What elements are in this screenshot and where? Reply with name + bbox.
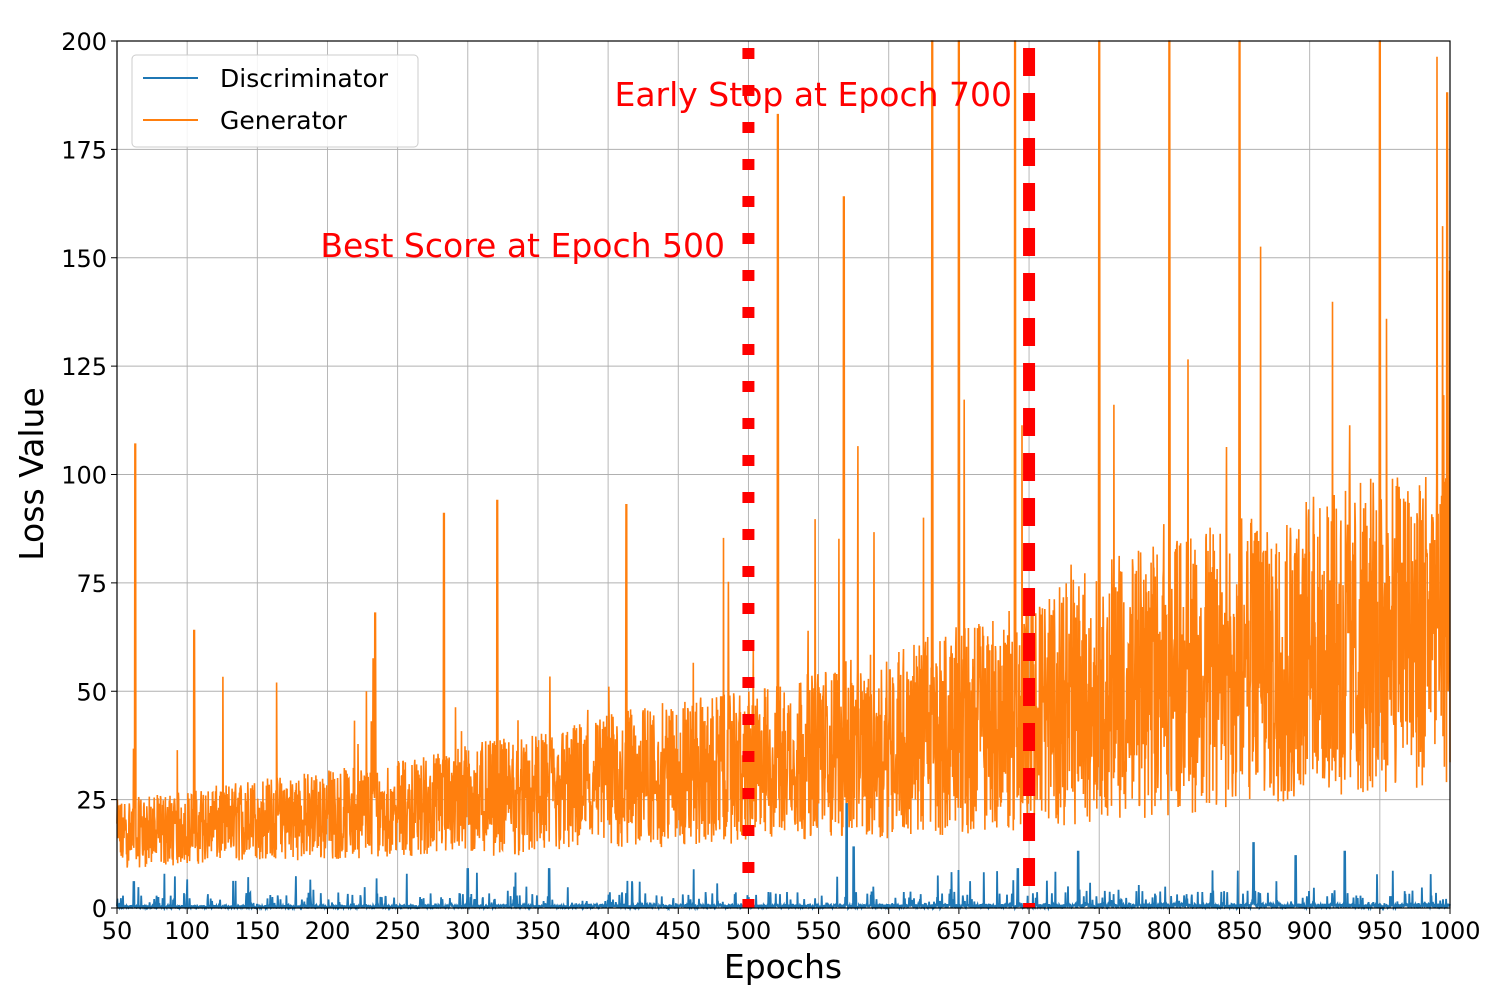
tick-layer: 50 100 150 200 250 300 350 400 450 500 550 600 650 70…: [61, 28, 1480, 945]
x-tick-label: 100: [164, 917, 210, 945]
x-tick-label: 200: [305, 917, 351, 945]
y-tick-label: 150: [61, 245, 107, 273]
x-tick-label: 400: [585, 917, 631, 945]
series-layer: [116, 40, 1451, 912]
x-tick-label: 50: [102, 917, 133, 945]
y-tick-label: 75: [76, 570, 107, 598]
x-tick-label: 250: [375, 917, 421, 945]
x-tick-label: 600: [866, 917, 912, 945]
y-tick-label: 50: [76, 678, 107, 706]
y-axis-title: Loss Value: [12, 387, 51, 561]
discriminator-series-line: [116, 803, 1451, 912]
x-tick-label: 550: [796, 917, 842, 945]
x-tick-label: 450: [655, 917, 701, 945]
y-tick-label: 175: [61, 136, 107, 164]
y-tick-label: 125: [61, 353, 107, 381]
x-tick-label: 750: [1076, 917, 1122, 945]
y-tick-label: 25: [76, 787, 107, 815]
y-tick-label: 200: [61, 28, 107, 56]
x-tick-label: 900: [1287, 917, 1333, 945]
marker-lines: [742, 48, 1036, 908]
generator-series-line: [116, 40, 1451, 868]
legend: Discriminator Generator: [131, 54, 419, 148]
x-tick-label: 650: [936, 917, 982, 945]
x-tick-label: 300: [445, 917, 491, 945]
x-tick-label: 850: [1217, 917, 1263, 945]
legend-label-generator: Generator: [220, 106, 348, 135]
annotation-best-score: Best Score at Epoch 500: [320, 226, 725, 265]
y-tick-label: 100: [61, 462, 107, 490]
x-tick-label: 950: [1357, 917, 1403, 945]
x-tick-label: 350: [515, 917, 561, 945]
y-tick-label: 0: [92, 895, 107, 923]
legend-box: [131, 54, 419, 148]
x-tick-label: 800: [1146, 917, 1192, 945]
x-tick-label: 1000: [1419, 917, 1480, 945]
legend-label-discriminator: Discriminator: [220, 64, 389, 93]
x-tick-label: 700: [1006, 917, 1052, 945]
x-axis-title: Epochs: [724, 947, 842, 986]
annotation-early-stop: Early Stop at Epoch 700: [614, 75, 1012, 114]
x-tick-label: 150: [234, 917, 280, 945]
x-tick-label: 500: [726, 917, 772, 945]
